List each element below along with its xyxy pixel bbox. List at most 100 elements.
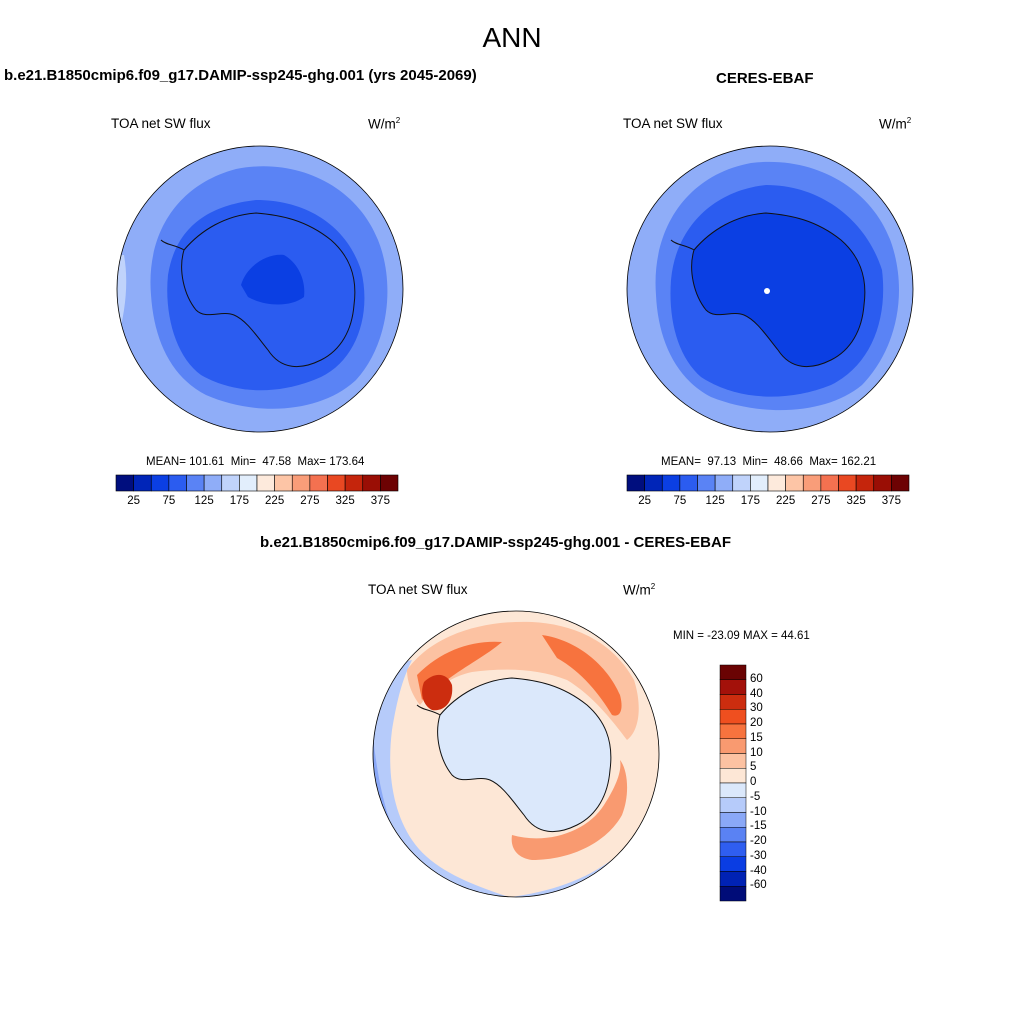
- diff-colorbar-swatch: [719, 856, 747, 872]
- model-colorbar-swatch: [327, 474, 346, 492]
- obs-pole-hole: [764, 288, 770, 294]
- obs-coastline-peninsula: [670, 239, 695, 251]
- obs-colorbar-swatch: [873, 474, 892, 492]
- diff-colorbar-swatch: [719, 679, 747, 695]
- model-variable-label: TOA net SW flux: [111, 116, 211, 131]
- diff-colorbar-swatch: [719, 886, 747, 902]
- model-colorbar-tick-label: 325: [335, 495, 355, 507]
- model-colorbar-swatch: [115, 474, 134, 492]
- diff-region-west-light: [373, 660, 512, 897]
- obs-colorbar-tick-label: 75: [673, 495, 687, 507]
- diff-region-weddell-band: [511, 760, 628, 860]
- obs-colorbar: [626, 474, 910, 492]
- model-colorbar-swatch: [309, 474, 328, 492]
- obs-colorbar-tick-label: 225: [776, 495, 796, 507]
- obs-colorbar-tick-label: 325: [846, 495, 866, 507]
- model-panel-title: b.e21.B1850cmip6.f09_g17.DAMIP-ssp245-gh…: [4, 67, 477, 84]
- model-colorbar-tick-label: 25: [127, 495, 141, 507]
- diff-colorbar-tick-label: 5: [750, 761, 757, 774]
- obs-stats: MEAN= 97.13 Min= 48.66 Max= 162.21: [661, 456, 877, 468]
- obs-colorbar-swatch: [891, 474, 910, 492]
- diff-colorbar-tick-label: 15: [750, 731, 763, 744]
- diff-colorbar-swatch: [719, 768, 747, 784]
- diff-colorbar-swatch: [719, 709, 747, 725]
- page-title: ANN: [482, 22, 542, 53]
- obs-units-label: W/m2: [879, 116, 912, 132]
- obs-colorbar-swatch: [767, 474, 786, 492]
- obs-coastline: [691, 212, 866, 368]
- model-colorbar-swatch: [380, 474, 399, 492]
- diff-colorbar-tick-label: -5: [750, 790, 761, 803]
- model-colorbar-swatch: [362, 474, 381, 492]
- obs-colorbar-swatch: [661, 474, 681, 492]
- obs-colorbar-swatch: [697, 474, 716, 492]
- diff-colorbar: [719, 664, 747, 902]
- obs-colorbar-swatch: [644, 474, 663, 492]
- diff-colorbar-swatch: [719, 694, 747, 710]
- obs-colorbar-swatch: [802, 474, 822, 492]
- model-colorbar-swatch: [186, 474, 205, 492]
- model-colorbar-tick-label: 125: [194, 495, 214, 507]
- diff-stats: MIN = -23.09 MAX = 44.61: [673, 630, 810, 642]
- obs-colorbar-swatch: [714, 474, 734, 492]
- diff-colorbar-tick-label: -30: [750, 849, 767, 862]
- model-colorbar-swatch: [274, 474, 293, 492]
- diff-colorbar-swatch: [719, 723, 747, 739]
- model-colorbar-tick-label: 175: [229, 495, 249, 507]
- model-colorbar-swatch: [221, 474, 240, 492]
- diff-region-peninsula-max: [422, 674, 453, 711]
- obs-colorbar-swatch: [820, 474, 839, 492]
- diff-colorbar-tick-label: 10: [750, 746, 763, 759]
- diff-colorbar-swatch: [719, 753, 747, 769]
- obs-colorbar-swatch: [732, 474, 751, 492]
- obs-region-antarctica: [691, 213, 865, 367]
- model-coastline: [181, 212, 356, 368]
- obs-colorbar-tick-label: 375: [881, 495, 901, 507]
- diff-units-label: W/m2: [623, 582, 656, 598]
- model-colorbar-swatch: [133, 474, 152, 492]
- diff-polar-map: [372, 610, 660, 898]
- model-colorbar-tick-label: 375: [370, 495, 390, 507]
- diff-colorbar-tick-label: -20: [750, 835, 767, 847]
- obs-panel-title: CERES-EBAF: [716, 70, 814, 87]
- obs-colorbar-tick-label: 125: [705, 495, 725, 507]
- diff-coastline-peninsula: [416, 704, 441, 716]
- diff-colorbar-tick-label: 60: [750, 672, 763, 685]
- model-units-label: W/m2: [368, 116, 401, 132]
- model-colorbar-swatch: [344, 474, 364, 492]
- diff-colorbar-tick-label: 40: [750, 687, 763, 700]
- model-colorbar-swatch: [239, 474, 258, 492]
- diff-colorbar-swatch: [719, 841, 747, 857]
- diff-colorbar-tick-label: -10: [750, 805, 767, 818]
- obs-colorbar-swatch: [838, 474, 857, 492]
- diff-colorbar-swatch: [719, 664, 747, 680]
- obs-colorbar-tick-label: 275: [811, 495, 831, 507]
- diff-panel-title: b.e21.B1850cmip6.f09_g17.DAMIP-ssp245-gh…: [260, 534, 731, 551]
- obs-colorbar-swatch: [855, 474, 875, 492]
- obs-colorbar-swatch: [750, 474, 769, 492]
- model-colorbar: [115, 474, 399, 492]
- obs-colorbar-swatch: [626, 474, 645, 492]
- diff-colorbar-tick-label: 20: [750, 717, 763, 729]
- diff-region-interior-neg: [465, 706, 552, 766]
- model-colorbar-swatch: [291, 474, 311, 492]
- diff-colorbar-tick-label: -15: [750, 820, 767, 833]
- model-colorbar-tick-label: 225: [265, 495, 285, 507]
- obs-colorbar-swatch: [679, 474, 698, 492]
- model-colorbar-swatch: [256, 474, 275, 492]
- model-colorbar-tick-label: 75: [162, 495, 176, 507]
- diff-colorbar-swatch: [719, 797, 747, 813]
- obs-colorbar-swatch: [785, 474, 804, 492]
- model-stats: MEAN= 101.61 Min= 47.58 Max= 173.64: [146, 456, 365, 468]
- diff-colorbar-tick-label: -60: [750, 879, 767, 892]
- model-region-plateau: [241, 254, 305, 305]
- diff-colorbar-tick-label: 30: [750, 702, 763, 715]
- model-coastline-peninsula: [160, 239, 185, 251]
- diff-colorbar-swatch: [719, 812, 747, 828]
- diff-region-pacific-core: [542, 635, 622, 716]
- diff-colorbar-swatch: [719, 871, 747, 887]
- model-colorbar-swatch: [150, 474, 170, 492]
- diff-coastline: [437, 677, 612, 833]
- diff-colorbar-swatch: [719, 738, 747, 754]
- obs-variable-label: TOA net SW flux: [623, 116, 723, 131]
